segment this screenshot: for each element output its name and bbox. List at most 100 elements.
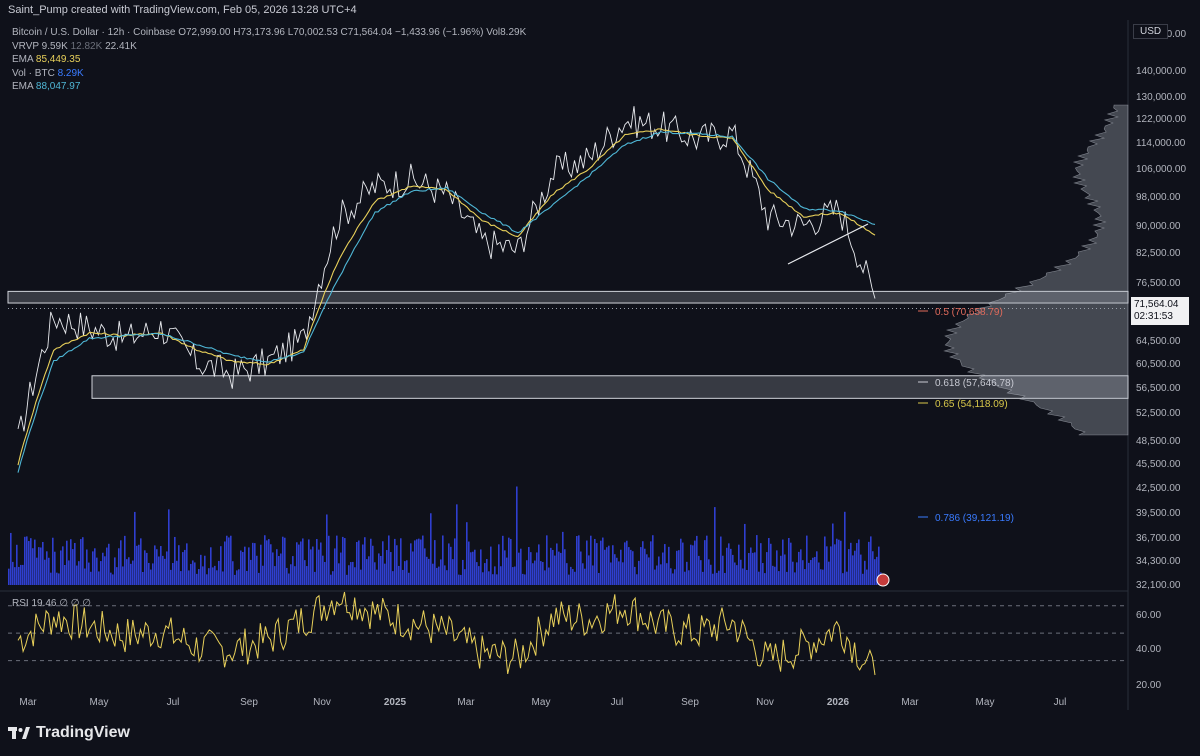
volume-bar (556, 543, 558, 585)
volume-bar (192, 560, 194, 585)
volume-bar (66, 540, 68, 585)
volume-bar (870, 536, 872, 585)
volume-bar (842, 573, 844, 585)
volume-bar (656, 565, 658, 585)
volume-bar (142, 571, 144, 585)
fib-label-3: 0.786 (39,121.19) (935, 513, 1014, 524)
volume-bar (792, 561, 794, 585)
tradingview-brand[interactable]: TradingView (8, 724, 130, 742)
volume-bar (494, 566, 496, 585)
volume-bar (250, 559, 252, 585)
volume-bar (58, 573, 60, 585)
volume-bar (222, 571, 224, 585)
volume-bar (68, 560, 70, 585)
volume-bar (644, 548, 646, 585)
volume-bar (36, 557, 38, 585)
volume-bar (214, 565, 216, 585)
legend-vrvp-label: VRVP (12, 40, 39, 52)
volume-bar (724, 572, 726, 585)
volume-bar (88, 562, 90, 585)
volume-bar (804, 569, 806, 585)
volume-bar (188, 570, 190, 585)
volume-bar (242, 552, 244, 585)
time-axis-tick: Sep (240, 697, 258, 708)
volume-bar (616, 557, 618, 585)
volume-bar (126, 559, 128, 585)
volume-bar (840, 540, 842, 585)
event-flag-icon[interactable] (876, 573, 890, 587)
volume-bar (650, 541, 652, 585)
time-axis-tick: Jul (1054, 697, 1067, 708)
volume-bar (356, 542, 358, 585)
volume-bar (382, 541, 384, 585)
time-axis-tick: Mar (457, 697, 475, 708)
volume-bar (296, 542, 298, 585)
legend-ema2-row[interactable]: EMA 88,047.97 (12, 80, 526, 94)
volume-bar (582, 563, 584, 585)
volume-bar (876, 556, 878, 585)
volume-bar (618, 561, 620, 585)
volume-bar (298, 544, 300, 585)
volume-bar (22, 564, 24, 585)
legend-ohlc: O72,999.00 H73,173.96 L70,002.53 C71,564… (178, 27, 501, 38)
volume-bar (206, 574, 208, 585)
volume-bar (328, 535, 330, 585)
volume-bar (684, 571, 686, 585)
volume-bar (138, 544, 140, 585)
volume-bar (564, 549, 566, 585)
volume-bar (212, 567, 214, 585)
volume-bar (680, 538, 682, 585)
volume-bar (24, 536, 26, 585)
volume-bar (808, 562, 810, 585)
volume-bar (112, 574, 114, 585)
volume-bar (654, 569, 656, 585)
volume-bar (46, 551, 48, 585)
volume-bar (728, 543, 730, 585)
volume-bar (78, 561, 80, 585)
volume-bar (80, 539, 82, 585)
volume-bar (258, 572, 260, 585)
volume-bar (224, 541, 226, 585)
volume-bar (478, 566, 480, 585)
volume-bar (194, 562, 196, 585)
price-chart[interactable]: 0.5 (70,658.79) 0.618 (57,646.78) 0.65 (54… (0, 20, 1200, 710)
volume-bar (406, 560, 408, 585)
volume-bar (714, 507, 716, 585)
volume-bar (272, 552, 274, 585)
volume-bar (148, 562, 150, 585)
legend-vol-row[interactable]: Vol · BTC 8.29K (12, 67, 526, 81)
volume-bar (208, 568, 210, 585)
volume-bar (826, 546, 828, 585)
volume-bar (786, 571, 788, 585)
volume-bar (300, 541, 302, 585)
support-zone-1[interactable] (7, 290, 1129, 304)
volume-bar (798, 551, 800, 585)
volume-bar (370, 538, 372, 585)
legend-vrvp-row[interactable]: VRVP 9.59K 12.82K 22.41K (12, 40, 526, 54)
volume-bar (218, 560, 220, 585)
volume-bar (332, 571, 334, 585)
volume-bar (486, 558, 488, 585)
price-series-ema-1[interactable] (17, 128, 876, 466)
volume-bar (90, 571, 92, 585)
rsi-line[interactable] (17, 591, 876, 676)
trendline[interactable] (787, 223, 869, 265)
volume-bar (566, 563, 568, 585)
volume-bar (164, 558, 166, 585)
volume-bar (128, 557, 130, 585)
volume-bar (600, 540, 602, 585)
volume-bar (844, 511, 846, 585)
legend-ema1-row[interactable]: EMA 85,449.35 (12, 53, 526, 67)
volume-bar (746, 569, 748, 585)
price-axis-tick: 106,000.00 (1136, 164, 1186, 175)
price-series-ema-2[interactable] (17, 131, 876, 473)
volume-bar (410, 543, 412, 585)
currency-selector[interactable]: USD (1133, 24, 1169, 39)
volume-bar (362, 544, 364, 585)
volume-bar (50, 572, 52, 585)
volume-bar (312, 546, 314, 585)
volume-bar (294, 566, 296, 585)
volume-bar (186, 543, 188, 585)
price-axis-tick: 114,000.00 (1136, 138, 1186, 149)
price-series-close[interactable] (17, 106, 876, 432)
